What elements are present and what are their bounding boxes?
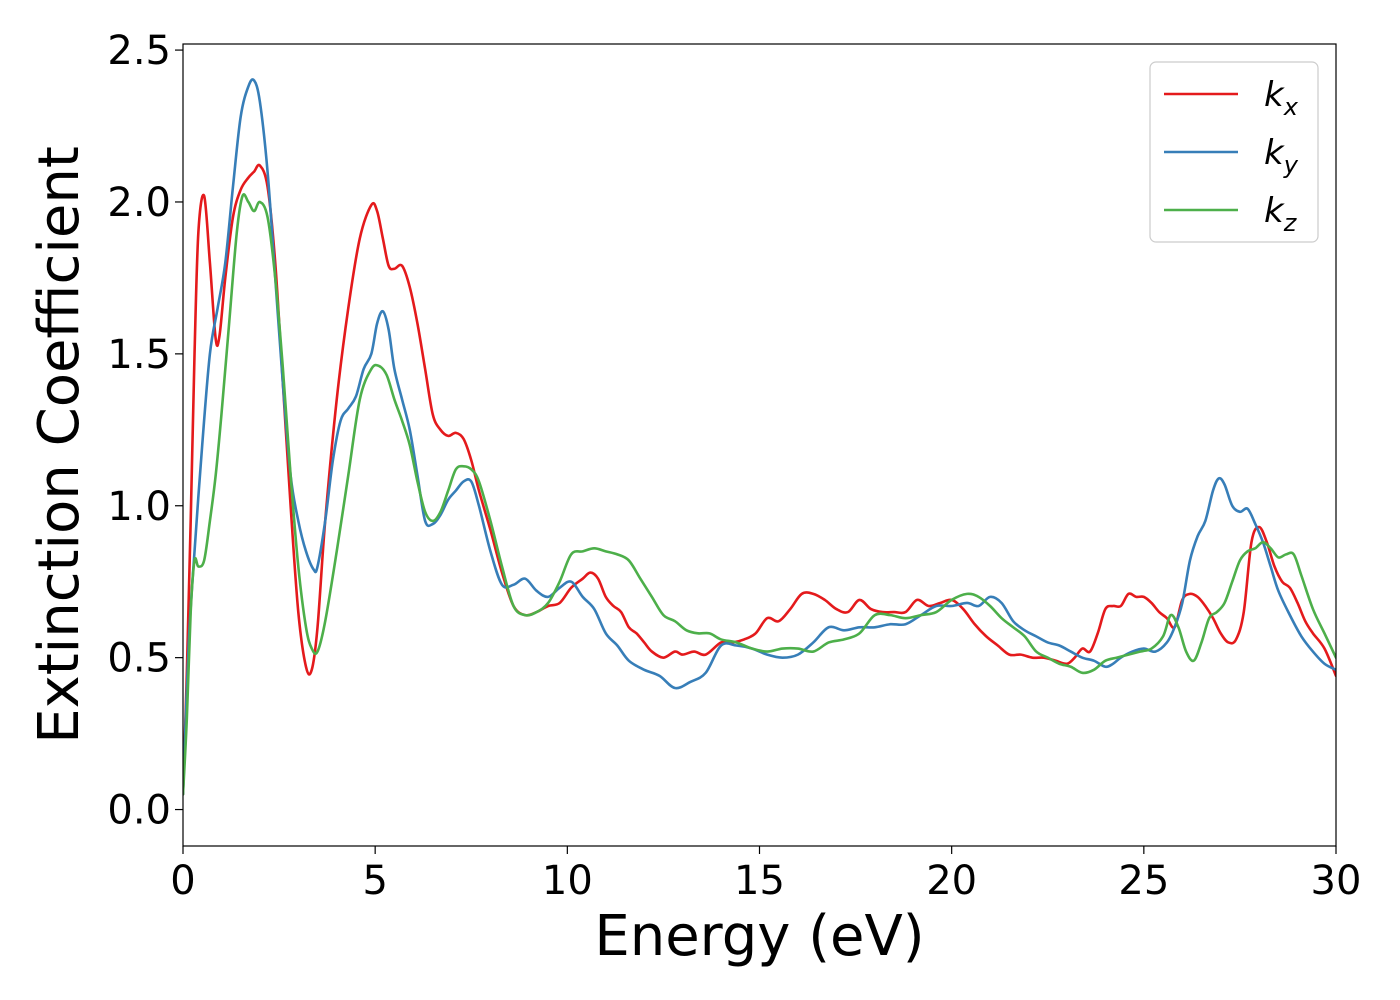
y-tick-label: 1.5	[107, 332, 171, 378]
x-tick-label: 30	[1311, 858, 1362, 904]
x-tick-label: 0	[170, 858, 195, 904]
x-tick-label: 25	[1118, 858, 1169, 904]
y-tick-label: 2.0	[107, 180, 171, 226]
legend-subscript: z	[1283, 209, 1298, 237]
x-axis: 0 5 10 15 20 25 30	[170, 846, 1361, 904]
plot-area	[182, 43, 1337, 847]
x-tick-label: 20	[926, 858, 977, 904]
legend-subscript: y	[1283, 151, 1299, 179]
y-tick-label: 0.5	[107, 636, 171, 682]
series-line-ky	[183, 78, 1336, 796]
y-tick-label: 0.0	[107, 788, 171, 834]
series-group	[183, 78, 1336, 796]
x-axis-label: Energy (eV)	[594, 904, 924, 969]
y-tick-label: 2.5	[107, 28, 171, 74]
series-line-kz	[183, 193, 1336, 796]
legend-subscript: x	[1283, 93, 1299, 121]
series-line-kx	[183, 163, 1336, 796]
y-axis-label: Extinction Coefficient	[27, 146, 92, 744]
x-tick-label: 5	[362, 858, 387, 904]
x-tick-label: 15	[734, 858, 785, 904]
x-tick-label: 10	[542, 858, 593, 904]
y-tick-label: 1.0	[107, 484, 171, 530]
y-axis: 0.0 0.5 1.0 1.5 2.0 2.5	[107, 28, 183, 834]
